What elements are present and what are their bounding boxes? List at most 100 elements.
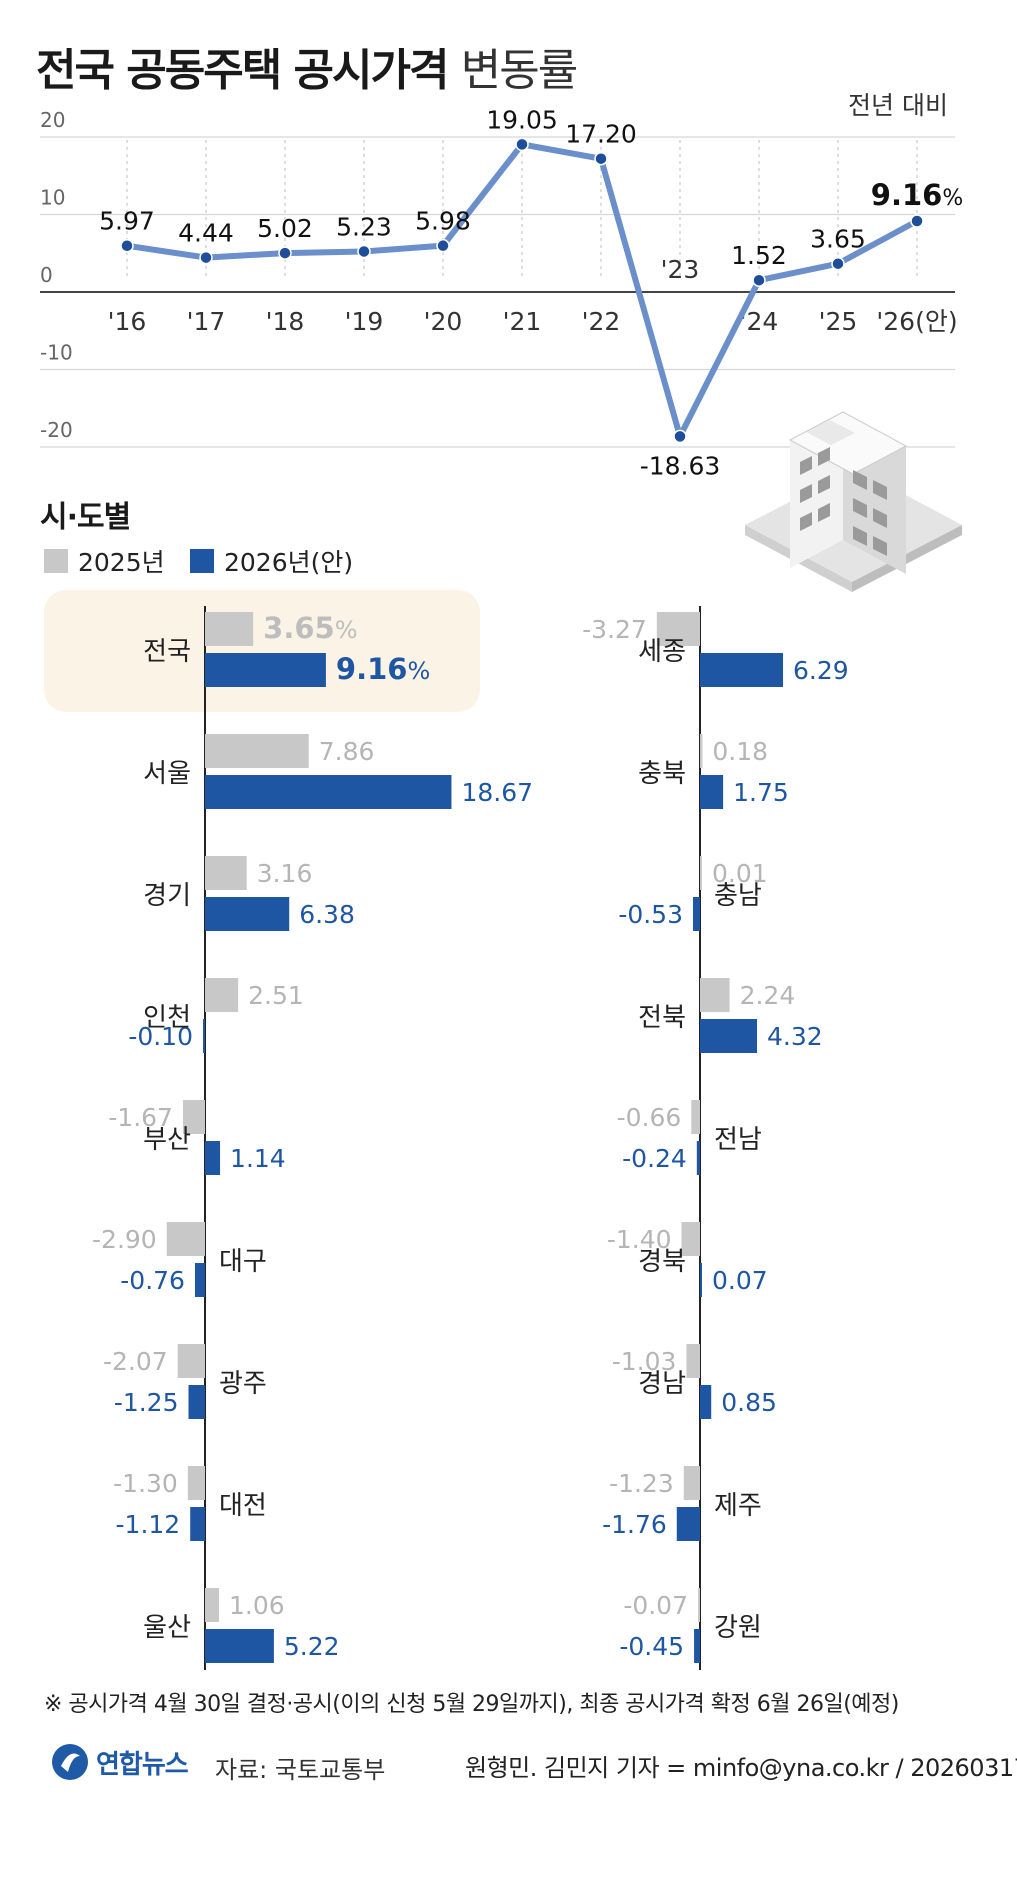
value-label-2026: 6.38: [299, 900, 355, 929]
region-label: 부산: [143, 1125, 191, 1155]
value-label-2025: -1.30: [113, 1469, 178, 1498]
bar-2025: [656, 612, 700, 646]
data-label: -18.63: [640, 451, 721, 480]
bar-2025: [205, 856, 247, 890]
page-title: 전국 공동주택 공시가격 변동률: [36, 34, 578, 98]
x-tick-label: '16: [108, 307, 147, 336]
data-point: [752, 273, 766, 287]
x-tick-label: '25: [819, 307, 858, 336]
logo-text: 연합뉴스: [96, 1749, 189, 1780]
region-label: 강원: [714, 1613, 762, 1643]
value-label-2026: -0.10: [128, 1022, 193, 1051]
region-label: 인천: [143, 1003, 191, 1033]
legend-item-2026: 2026년(안): [190, 546, 354, 577]
value-label-2026: -0.76: [120, 1266, 185, 1295]
national-highlight-box: [44, 590, 480, 712]
value-label-2025: 7.86: [319, 737, 375, 766]
bar-2026: [700, 775, 724, 809]
data-label: 9.16%: [871, 178, 963, 212]
legend-swatch-2026: [190, 549, 214, 573]
bar-2026: [700, 1019, 758, 1053]
data-point: [831, 256, 845, 271]
series-line: [124, 141, 920, 440]
bar-2025: [166, 1222, 205, 1256]
bar-2025: [691, 1100, 700, 1134]
bar-2026: [693, 897, 700, 931]
region-label: 광주: [219, 1369, 267, 1399]
bar-2025: [205, 734, 309, 768]
value-label-2025: -1.67: [108, 1103, 173, 1132]
data-point: [199, 250, 213, 265]
value-label-2025: 1.06: [229, 1591, 285, 1620]
credit-text: 원형민. 김민지 기자 = minfo@yna.co.kr / 20260317: [465, 1754, 1017, 1782]
x-tick-label: '26(안): [876, 307, 957, 336]
value-label-2025: 0.18: [712, 737, 768, 766]
data-label: 17.20: [565, 120, 637, 149]
region-label: 대전: [219, 1491, 267, 1521]
value-label-2025: 2.24: [740, 981, 796, 1010]
value-label-2026: -1.12: [116, 1510, 181, 1539]
region-label: 서울: [143, 759, 191, 789]
region-label: 경남: [638, 1369, 686, 1399]
bar-2026: [203, 1019, 205, 1053]
data-point: [910, 214, 924, 228]
region-label: 전북: [638, 1003, 686, 1033]
bar-2026: [694, 1629, 700, 1663]
x-tick-label: '17: [187, 307, 226, 336]
y-tick-label: -20: [40, 418, 73, 442]
value-label-2026: 9.16%: [336, 652, 430, 686]
data-label-suffix: %: [942, 186, 963, 211]
bar-2025: [698, 1588, 700, 1622]
value-label-2026: -0.45: [619, 1632, 684, 1661]
data-point: [120, 238, 134, 253]
y-tick-label: 10: [40, 186, 65, 210]
bar-2026: [696, 1141, 700, 1175]
value-label-2025: -1.03: [612, 1347, 677, 1376]
value-label-2025: 3.16: [257, 859, 313, 888]
bar-2025: [187, 1466, 205, 1500]
bar-2025: [700, 734, 703, 768]
value-label-2026: -1.76: [602, 1510, 667, 1539]
y-tick-label: 20: [40, 108, 65, 132]
data-point: [673, 429, 687, 444]
data-label: 3.65: [810, 225, 866, 254]
x-tick-label: '20: [424, 307, 463, 336]
region-section-title: 시·도별: [40, 500, 131, 535]
region-label: 충북: [638, 759, 686, 789]
bar-2026: [676, 1507, 700, 1541]
bar-2026: [205, 1141, 221, 1175]
region-label: 제주: [714, 1491, 762, 1521]
x-tick-label: '18: [266, 307, 305, 336]
source-text: 자료: 국토교통부: [215, 1756, 386, 1784]
chart-subtitle: 전년 대비: [848, 91, 948, 120]
value-label-2025: 0.01: [712, 859, 768, 888]
bar-2025: [700, 856, 702, 890]
value-label-2026: 5.22: [284, 1632, 340, 1661]
region-label: 전남: [714, 1125, 762, 1155]
x-tick-label: '19: [345, 307, 384, 336]
bar-2026: [205, 1629, 274, 1663]
bar-2026: [188, 1385, 205, 1419]
value-label-2025: -3.27: [582, 615, 647, 644]
footer-note: ※ 공시가격 4월 30일 결정·공시(이의 신청 5월 29일까지), 최종 …: [44, 1692, 899, 1717]
bar-2025: [205, 612, 254, 646]
bar-2026: [700, 653, 784, 687]
bar-2025: [205, 1588, 219, 1622]
value-label-2025: 2.51: [248, 981, 304, 1010]
legend-label-2026: 2026년(안): [224, 548, 354, 577]
value-label-2026: 1.14: [230, 1144, 286, 1173]
bar-2026: [700, 1263, 702, 1297]
value-label-2026: 1.75: [733, 778, 789, 807]
region-label: 울산: [143, 1613, 191, 1643]
data-point: [278, 246, 292, 260]
region-label: 경기: [143, 881, 191, 911]
value-label-suffix: %: [335, 616, 358, 644]
bar-2026: [190, 1507, 205, 1541]
data-label: 1.52: [731, 241, 787, 270]
x-tick-label: '21: [503, 307, 542, 336]
bar-2026: [205, 653, 326, 687]
value-label-2026: 6.29: [793, 656, 849, 685]
legend-label-2025: 2025년: [78, 548, 165, 577]
value-label-2025: -2.90: [92, 1225, 157, 1254]
